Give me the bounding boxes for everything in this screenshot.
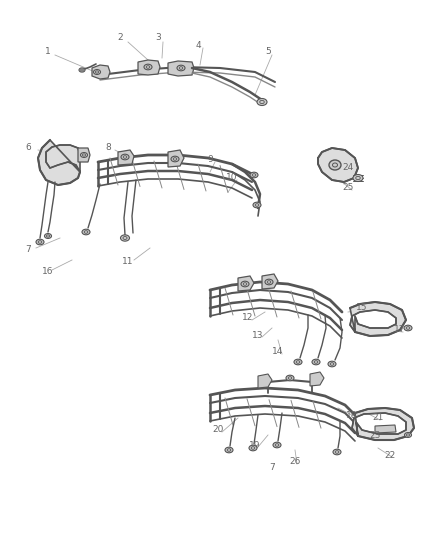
Ellipse shape	[82, 229, 90, 235]
Text: 7: 7	[269, 464, 275, 472]
Ellipse shape	[250, 172, 258, 178]
Polygon shape	[375, 425, 396, 433]
Polygon shape	[118, 150, 134, 165]
Text: 16: 16	[42, 268, 54, 277]
Text: 2: 2	[117, 34, 123, 43]
Ellipse shape	[249, 445, 257, 451]
Ellipse shape	[329, 160, 341, 170]
Ellipse shape	[120, 235, 130, 241]
Text: 14: 14	[272, 348, 284, 357]
Ellipse shape	[286, 375, 294, 381]
Text: 5: 5	[265, 47, 271, 56]
Ellipse shape	[241, 281, 249, 287]
Polygon shape	[352, 408, 414, 440]
Text: 22: 22	[385, 450, 396, 459]
Text: 25: 25	[343, 183, 354, 192]
Ellipse shape	[225, 447, 233, 453]
Text: 24: 24	[343, 164, 353, 173]
Ellipse shape	[294, 359, 302, 365]
Text: 1: 1	[45, 47, 51, 56]
Text: 21: 21	[372, 414, 384, 423]
Text: 26: 26	[290, 457, 301, 466]
Text: 3: 3	[155, 34, 161, 43]
Ellipse shape	[121, 154, 129, 160]
Polygon shape	[238, 276, 254, 291]
Text: 8: 8	[105, 143, 111, 152]
Polygon shape	[262, 274, 278, 289]
Polygon shape	[318, 148, 358, 182]
Polygon shape	[168, 61, 194, 76]
Polygon shape	[138, 60, 160, 75]
Text: 23: 23	[369, 431, 381, 440]
Text: 4: 4	[195, 41, 201, 50]
Ellipse shape	[171, 156, 179, 162]
Ellipse shape	[79, 68, 85, 72]
Ellipse shape	[45, 233, 52, 238]
Polygon shape	[92, 65, 110, 79]
Ellipse shape	[36, 239, 44, 245]
Text: 18: 18	[346, 410, 358, 419]
Text: 17: 17	[394, 326, 406, 335]
Text: 13: 13	[252, 330, 264, 340]
Text: 10: 10	[226, 174, 238, 182]
Text: 20: 20	[212, 425, 224, 434]
Polygon shape	[78, 148, 90, 162]
Ellipse shape	[404, 325, 412, 331]
Ellipse shape	[81, 152, 88, 157]
Text: 19: 19	[249, 440, 261, 449]
Ellipse shape	[93, 69, 100, 75]
Ellipse shape	[144, 64, 152, 70]
Polygon shape	[350, 302, 406, 336]
Ellipse shape	[257, 99, 267, 106]
Ellipse shape	[273, 442, 281, 448]
Ellipse shape	[265, 279, 273, 285]
Ellipse shape	[312, 359, 320, 365]
Text: 7: 7	[25, 246, 31, 254]
Ellipse shape	[253, 202, 261, 208]
Polygon shape	[168, 150, 184, 167]
Ellipse shape	[177, 65, 185, 71]
Ellipse shape	[405, 433, 411, 438]
Ellipse shape	[353, 174, 363, 182]
Text: 12: 12	[242, 313, 254, 322]
Text: 15: 15	[356, 303, 368, 312]
Ellipse shape	[328, 361, 336, 367]
Polygon shape	[38, 140, 80, 185]
Polygon shape	[258, 374, 272, 388]
Text: 11: 11	[122, 257, 134, 266]
Polygon shape	[310, 372, 324, 386]
Text: 6: 6	[25, 143, 31, 152]
Text: 9: 9	[207, 156, 213, 165]
Ellipse shape	[333, 449, 341, 455]
